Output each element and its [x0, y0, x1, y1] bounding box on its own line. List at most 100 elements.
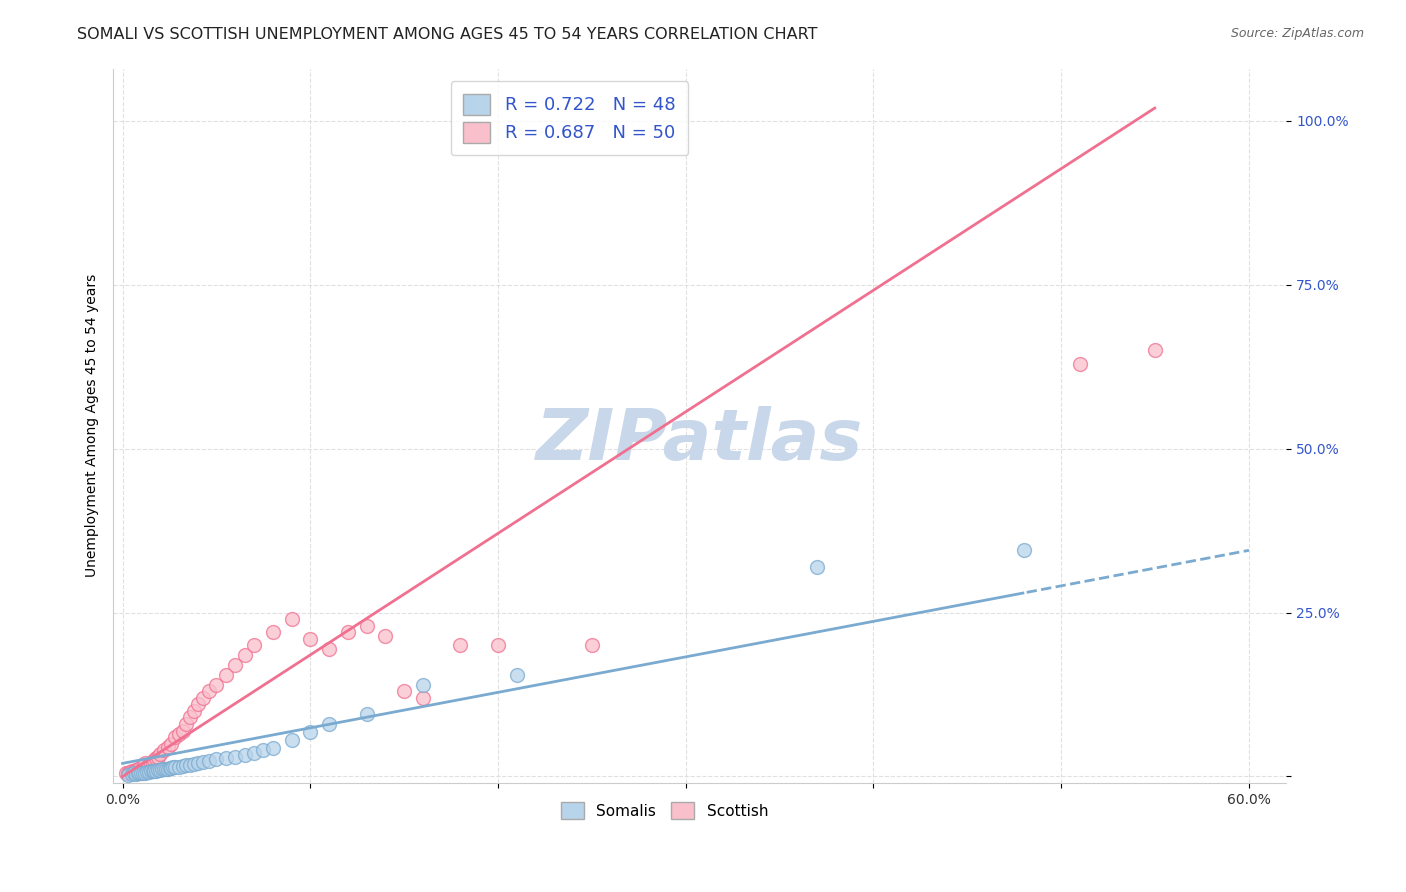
- Point: [143, 753, 166, 767]
- Point: [806, 559, 828, 574]
- Point: [125, 763, 148, 777]
- Point: [167, 727, 190, 741]
- Point: [1069, 357, 1091, 371]
- Point: [356, 707, 378, 722]
- Point: [121, 767, 143, 781]
- Point: [172, 759, 194, 773]
- Point: [125, 767, 148, 781]
- Point: [145, 751, 167, 765]
- Point: [392, 684, 415, 698]
- Point: [299, 632, 322, 646]
- Text: Source: ZipAtlas.com: Source: ZipAtlas.com: [1230, 27, 1364, 40]
- Point: [139, 764, 162, 779]
- Point: [215, 668, 238, 682]
- Point: [117, 765, 139, 780]
- Point: [412, 678, 434, 692]
- Point: [122, 766, 145, 780]
- Point: [299, 725, 322, 739]
- Point: [138, 764, 160, 779]
- Point: [150, 762, 173, 776]
- Point: [450, 639, 472, 653]
- Point: [1012, 543, 1035, 558]
- Point: [318, 717, 340, 731]
- Point: [134, 765, 156, 780]
- Point: [165, 730, 187, 744]
- Point: [159, 761, 181, 775]
- Point: [262, 740, 284, 755]
- Point: [139, 756, 162, 771]
- Point: [179, 757, 201, 772]
- Point: [176, 758, 198, 772]
- Point: [160, 761, 183, 775]
- Point: [243, 746, 266, 760]
- Point: [132, 765, 155, 780]
- Point: [198, 684, 221, 698]
- Point: [581, 639, 603, 653]
- Point: [121, 764, 143, 779]
- Point: [149, 747, 172, 761]
- Point: [127, 766, 149, 780]
- Point: [128, 765, 150, 780]
- Point: [183, 704, 205, 718]
- Point: [193, 690, 215, 705]
- Point: [252, 743, 274, 757]
- Point: [162, 760, 184, 774]
- Point: [156, 762, 179, 776]
- Point: [280, 612, 302, 626]
- Point: [136, 759, 159, 773]
- Point: [132, 762, 155, 776]
- Point: [179, 710, 201, 724]
- Point: [198, 754, 221, 768]
- Point: [156, 739, 179, 754]
- Point: [115, 766, 138, 780]
- Point: [131, 763, 153, 777]
- Point: [165, 760, 187, 774]
- Text: SOMALI VS SCOTTISH UNEMPLOYMENT AMONG AGES 45 TO 54 YEARS CORRELATION CHART: SOMALI VS SCOTTISH UNEMPLOYMENT AMONG AG…: [77, 27, 818, 42]
- Point: [193, 755, 215, 769]
- Point: [149, 763, 172, 777]
- Point: [486, 639, 509, 653]
- Point: [134, 756, 156, 771]
- Point: [136, 764, 159, 779]
- Point: [215, 751, 238, 765]
- Point: [187, 698, 209, 712]
- Point: [167, 759, 190, 773]
- Point: [336, 625, 359, 640]
- Point: [176, 717, 198, 731]
- Point: [120, 764, 142, 779]
- Point: [131, 766, 153, 780]
- Point: [138, 758, 160, 772]
- Point: [142, 764, 165, 779]
- Text: ZIPatlas: ZIPatlas: [536, 406, 863, 475]
- Point: [262, 625, 284, 640]
- Point: [233, 648, 256, 663]
- Point: [412, 690, 434, 705]
- Point: [122, 764, 145, 778]
- Legend: Somalis, Scottish: Somalis, Scottish: [555, 796, 775, 825]
- Point: [187, 756, 209, 771]
- Y-axis label: Unemployment Among Ages 45 to 54 years: Unemployment Among Ages 45 to 54 years: [86, 274, 100, 577]
- Point: [356, 618, 378, 632]
- Point: [148, 749, 170, 764]
- Point: [205, 752, 228, 766]
- Point: [155, 762, 177, 776]
- Point: [172, 723, 194, 738]
- Point: [145, 764, 167, 778]
- Point: [374, 628, 396, 642]
- Point: [506, 668, 529, 682]
- Point: [142, 755, 165, 769]
- Point: [318, 641, 340, 656]
- Point: [205, 678, 228, 692]
- Point: [280, 733, 302, 747]
- Point: [233, 747, 256, 762]
- Point: [224, 749, 246, 764]
- Point: [153, 743, 176, 757]
- Point: [117, 767, 139, 781]
- Point: [127, 762, 149, 776]
- Point: [160, 737, 183, 751]
- Point: [148, 763, 170, 777]
- Point: [183, 757, 205, 772]
- Point: [224, 658, 246, 673]
- Point: [243, 639, 266, 653]
- Point: [143, 764, 166, 778]
